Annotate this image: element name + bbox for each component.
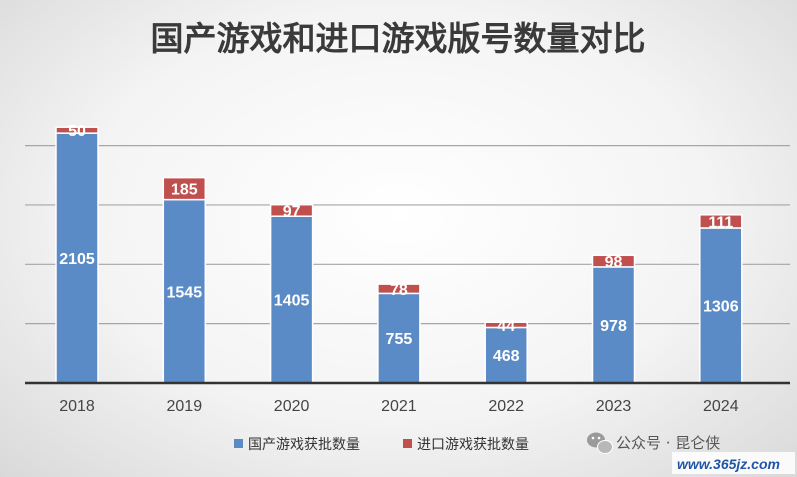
bar-imported — [484, 321, 528, 329]
bar-domestic — [55, 132, 99, 384]
x-tick-label: 2021 — [381, 398, 417, 415]
bar-imported — [591, 254, 636, 268]
bar-imported — [699, 214, 743, 229]
bar-domestic — [377, 292, 421, 384]
data-label-imported: 78 — [390, 282, 408, 299]
x-tick-label: 2018 — [59, 398, 95, 415]
x-tick-label: 2024 — [703, 398, 739, 415]
data-label-domestic: 1405 — [274, 293, 310, 310]
data-label-domestic: 755 — [386, 331, 413, 348]
bars — [55, 126, 743, 384]
watermark-account: 公众号 · 昆仑侠 — [616, 434, 720, 452]
data-label-imported: 98 — [605, 254, 623, 271]
x-tick-label: 2023 — [596, 398, 632, 415]
bar-imported — [269, 203, 314, 217]
bar-imported — [55, 126, 99, 134]
data-label-imported: 97 — [283, 203, 301, 220]
x-tick-label: 2020 — [274, 398, 310, 415]
bar-imported — [162, 176, 207, 201]
data-label-domestic: 1306 — [703, 298, 739, 315]
legend-swatch-domestic — [234, 439, 243, 448]
chart-title: 国产游戏和进口游戏版号数量对比 — [151, 19, 646, 58]
data-label-domestic: 2105 — [59, 251, 95, 268]
wechat-icon — [587, 432, 613, 454]
data-labels: 2105 50 1545 185 1405 97 755 78 468 44 978 98 1306 11… — [59, 123, 738, 365]
data-label-imported: 50 — [68, 123, 86, 140]
x-tick-label: 2019 — [167, 398, 203, 415]
data-label-imported: 44 — [497, 318, 515, 335]
data-label-domestic: 1545 — [167, 284, 203, 301]
legend-swatch-imported — [403, 439, 412, 448]
x-tick-labels: 2018 2019 2020 2021 2022 2023 2024 — [59, 398, 738, 415]
bar-domestic — [591, 266, 636, 384]
bar-imported — [377, 283, 421, 295]
watermark-url: www.365jz.com — [677, 456, 780, 472]
data-label-imported: 185 — [171, 182, 198, 199]
legend-label-domestic: 国产游戏获批数量 — [248, 437, 360, 453]
data-label-domestic: 978 — [600, 318, 627, 335]
legend: 国产游戏获批数量 进口游戏获批数量 — [234, 437, 529, 453]
data-label-imported: 111 — [708, 214, 733, 231]
x-tick-label: 2022 — [488, 398, 524, 415]
legend-label-imported: 进口游戏获批数量 — [417, 437, 529, 453]
data-label-domestic: 468 — [493, 348, 520, 365]
watermark-url-bg — [672, 452, 795, 474]
watermark: 公众号 · 昆仑侠 www.365jz.com — [587, 432, 795, 474]
